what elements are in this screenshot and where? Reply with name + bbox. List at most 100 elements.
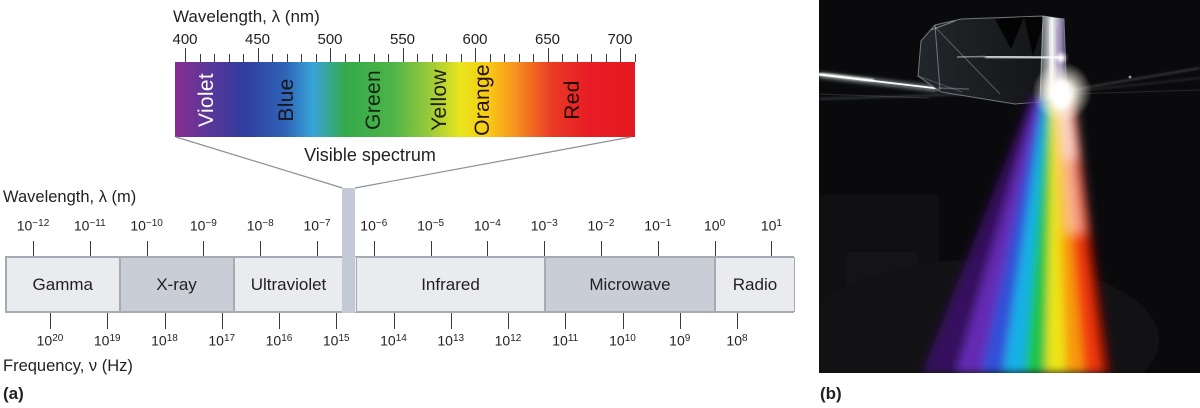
prism-photo — [799, 0, 1200, 408]
m-tick — [771, 241, 773, 256]
nm-tick — [199, 54, 201, 62]
nm-tick — [402, 48, 404, 62]
nm-tick — [373, 54, 375, 62]
m-tick-label: 10−11 — [73, 217, 106, 234]
m-tick — [487, 241, 489, 256]
m-tick — [89, 241, 91, 256]
m-tick — [317, 241, 318, 256]
em-band: Ultraviolet — [233, 257, 344, 312]
m-tick-label: 10−5 — [417, 217, 445, 234]
frequency-tick-label: 1011 — [552, 332, 579, 349]
panel-a-label: (a) — [3, 384, 24, 403]
nm-tick — [214, 54, 215, 62]
m-tick — [657, 241, 659, 256]
nm-tick — [431, 54, 433, 62]
nm-tick — [591, 54, 592, 62]
m-tick — [430, 241, 432, 256]
incoming-light-beam — [818, 72, 939, 99]
nm-tick-label: 700 — [607, 31, 633, 48]
frequency-tick — [393, 313, 395, 329]
nm-tick — [547, 48, 549, 62]
m-tick-label: 10−12 — [16, 217, 50, 234]
nm-tick-label: 600 — [462, 31, 488, 48]
m-tick-label: 100 — [704, 217, 726, 234]
frequency-tick-label: 1020 — [36, 332, 64, 349]
m-tick-label: 10−8 — [246, 217, 274, 234]
nm-tick — [417, 54, 418, 62]
wavelength-m-title: Wavelength, λ (m) — [3, 188, 137, 206]
frequency-tick-label: 1015 — [322, 332, 350, 349]
frequency-tick-label: 108 — [726, 332, 748, 349]
m-tick — [33, 241, 34, 256]
nm-tick-label: 450 — [244, 31, 271, 48]
funnel-lines — [175, 136, 632, 189]
nm-tick — [620, 48, 621, 62]
nm-tick — [272, 54, 273, 62]
em-band: Infrared — [356, 257, 545, 312]
m-tick-label: 10−4 — [473, 217, 501, 234]
m-tick-label: 10−1 — [644, 217, 672, 234]
m-tick — [601, 241, 602, 256]
em-band-row: Gamma X-ray Ultraviolet Infrared Microwave Ra… — [5, 256, 795, 313]
frequency-tick-label: 1019 — [93, 332, 121, 349]
frequency-tick — [336, 313, 338, 329]
frequency-title: Frequency, ν (Hz) — [3, 357, 133, 375]
visible-spectrum-label: Visible spectrum — [304, 145, 436, 165]
nm-tick — [315, 54, 317, 62]
frequency-tick — [565, 313, 567, 329]
m-scale: 10−12 10−11 10−10 10−9 10−8 10−7 10−6 10−5 10−4 1… — [0, 0, 800, 260]
frequency-tick — [221, 313, 223, 329]
frequency-tick — [50, 313, 51, 329]
m-tick-label: 10−3 — [530, 217, 558, 234]
panel-b-label: (b) — [820, 384, 842, 403]
frequency-tick-label: 1012 — [494, 332, 522, 349]
m-tick — [260, 241, 262, 256]
m-tick — [146, 241, 148, 256]
m-tick-label: 10−10 — [130, 217, 163, 234]
frequency-tick — [107, 313, 109, 329]
nm-tick — [228, 54, 230, 62]
nm-tick — [576, 54, 578, 62]
frequency-tick-label: 1014 — [380, 332, 407, 349]
prism-photo-art — [799, 0, 1200, 408]
m-tick-label: 101 — [760, 217, 782, 234]
m-tick-label: 10−9 — [189, 217, 217, 234]
em-band: X-ray — [119, 257, 234, 312]
nm-tick-label: 650 — [534, 31, 561, 48]
nm-tick — [301, 54, 302, 62]
nm-tick — [518, 54, 520, 62]
visible-spectrum-bar: Violet Blue Green Yellow Orange Red — [175, 62, 635, 137]
nm-tick — [504, 54, 505, 62]
nm-scale: 400 450 500 550 600 650 700 — [0, 0, 800, 140]
m-tick — [373, 241, 375, 256]
frequency-tick — [679, 313, 681, 329]
nm-tick — [634, 54, 636, 62]
nm-tick-label: 550 — [389, 31, 416, 48]
nm-tick — [286, 54, 288, 62]
em-band: Microwave — [545, 257, 715, 312]
nm-tick — [562, 54, 563, 62]
nm-tick — [605, 54, 607, 62]
frequency-tick-label: 1017 — [208, 332, 236, 349]
frequency-tick — [622, 313, 624, 329]
m-tick — [203, 241, 205, 256]
wavelength-nm-title: Wavelength, λ (nm) — [173, 7, 320, 26]
frequency-tick — [737, 313, 738, 329]
nm-tick — [330, 48, 331, 62]
nm-tick — [359, 54, 360, 62]
nm-tick-label: 500 — [317, 31, 343, 48]
nm-tick — [185, 48, 186, 62]
m-tick-label: 10−7 — [303, 217, 331, 234]
nm-tick — [489, 54, 491, 62]
exit-glow — [1032, 62, 1092, 122]
m-tick-label: 10−2 — [587, 217, 615, 234]
nm-tick — [475, 48, 476, 62]
m-tick — [544, 241, 546, 256]
nm-tick — [344, 54, 346, 62]
frequency-tick — [508, 313, 509, 329]
frequency-tick — [450, 313, 452, 329]
frequency-tick — [279, 313, 280, 329]
nm-tick — [533, 54, 534, 62]
nm-tick — [460, 54, 462, 62]
